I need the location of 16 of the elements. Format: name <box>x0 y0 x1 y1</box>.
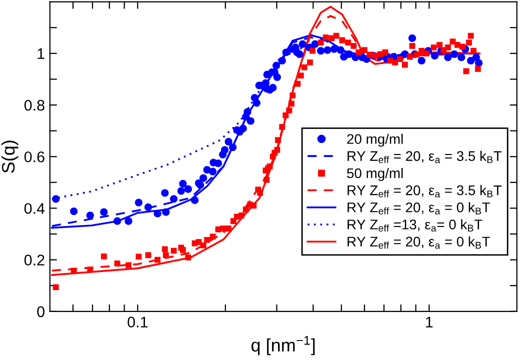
x-axis-title: q [nm$^{−1}$] <box>251 336 315 356</box>
legend-label: RY Z$_{eff}$ = 20, ε$_{a}$ = 3.5 k$_{B}$T <box>348 150 502 164</box>
y-tick-label: 0.8 <box>24 100 44 111</box>
legend-label: 20 mg/ml <box>347 134 403 147</box>
y-tick-label: 1 <box>38 48 44 59</box>
legend-label: RY Z$_{eff}$ =13, ε$_{a}$= 0 k$_{B}$T <box>348 219 482 232</box>
x-tick-label: 0.1 <box>128 316 148 328</box>
legend-label: 50 mg/ml <box>347 168 403 181</box>
y-tick-label: 0.6 <box>24 151 44 162</box>
y-tick-label: 0.2 <box>24 254 44 266</box>
y-axis-title: S(q) <box>1 140 18 173</box>
y-tick-label: 0.4 <box>24 203 45 214</box>
legend-label: RY Z$_{eff}$ = 20, ε$_{a}$ = 0 k$_{B}$T <box>348 236 490 249</box>
legend-label: RY Z$_{eff}$ = 20, ε$_{a}$ = 0 k$_{B}$T <box>348 202 490 214</box>
legend-label: RY Z$_{eff}$ = 20, ε$_{a}$ = 3.5 k$_{B}$T <box>348 185 502 198</box>
y-tick-label: 0 <box>37 306 44 318</box>
